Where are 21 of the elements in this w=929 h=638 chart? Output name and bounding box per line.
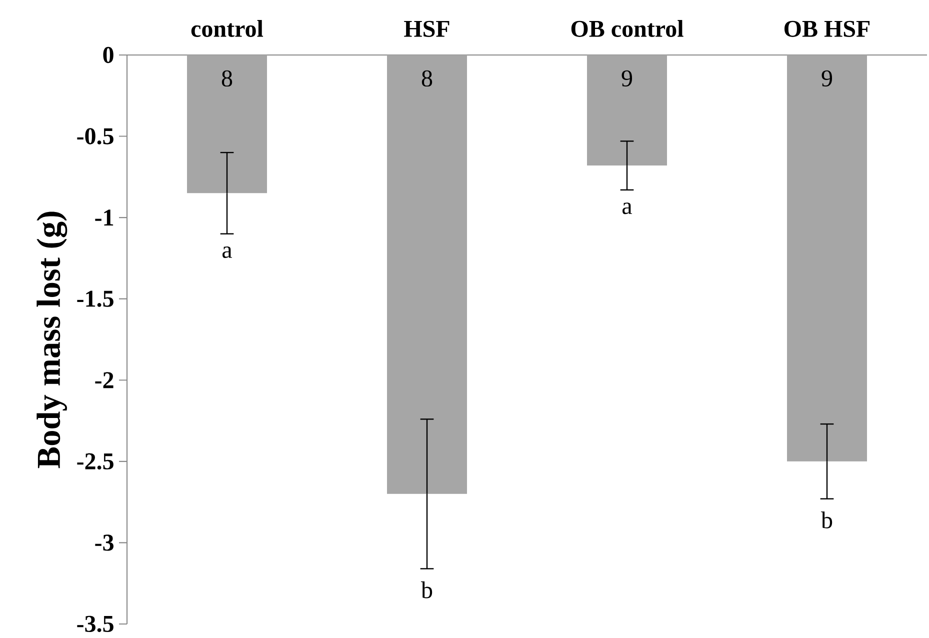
y-tick-label: -1.5 [77,290,114,307]
annotation: a [622,202,632,214]
y-axis-title: Body mass lost (g) [36,212,68,468]
x-tick-label: HSF [404,20,450,37]
x-tick-label: control [191,20,264,37]
annotation: b [821,512,832,528]
y-tick-label: 0 [103,46,114,64]
y-tick-label: -1 [95,210,114,226]
y-tick-label: -3.5 [77,616,114,632]
annotation: 8 [222,70,232,87]
annotation: b [421,581,432,598]
annotation: 8 [422,70,432,87]
y-tick-label: -0.5 [77,128,114,144]
y-tick-label: -2.5 [77,453,114,470]
x-tick-label: OB control [571,20,684,37]
y-tick-label: -2 [95,372,114,388]
annotation: a [222,246,232,258]
annotation: 9 [822,70,832,86]
annotation: 9 [622,70,632,86]
y-tick-label: -3 [95,534,114,551]
x-tick-label: OB HSF [784,20,870,37]
